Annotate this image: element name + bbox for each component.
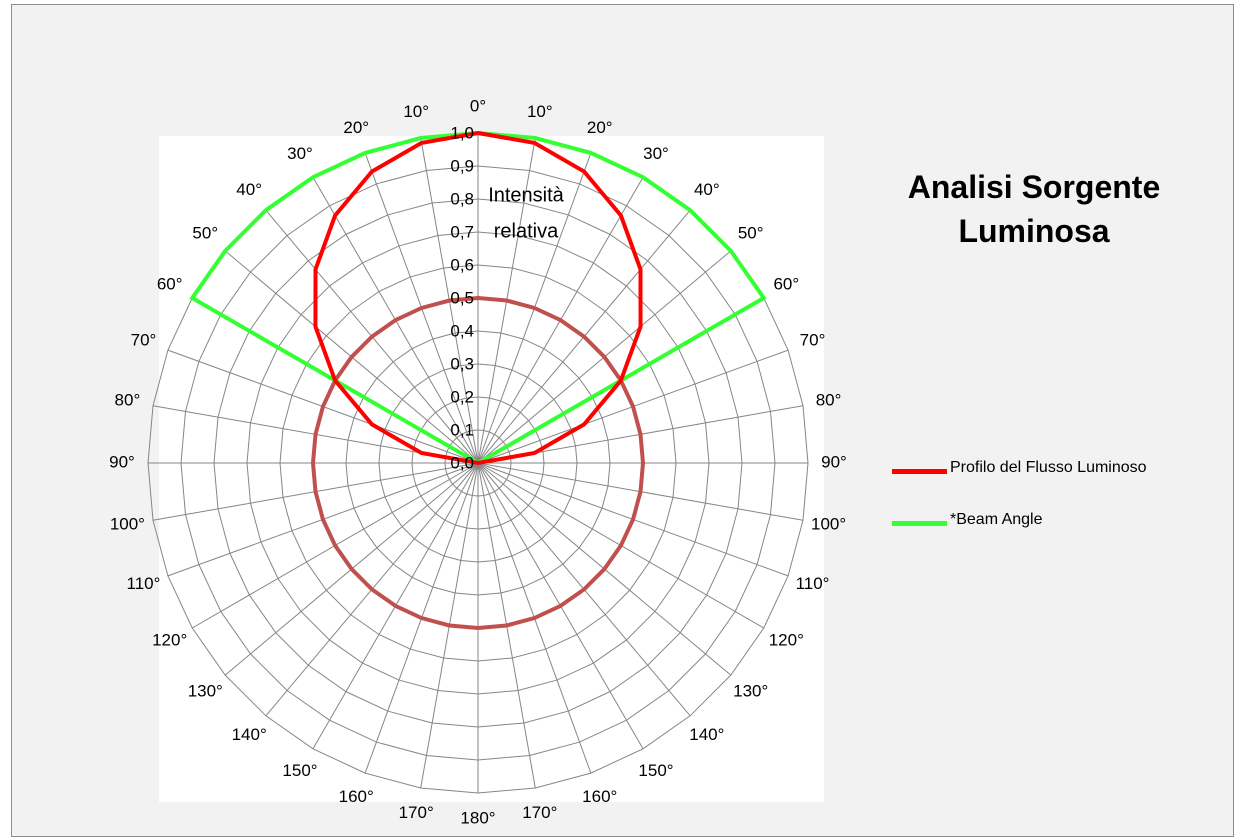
radial-tick-label-5: 0,5 [450,288,474,307]
radial-tick-label-0: 0,0 [450,453,474,472]
angle-label-right-140: 140° [689,725,724,744]
radial-tick-label-4: 0,4 [450,321,474,340]
angle-label-left-140: 140° [232,725,267,744]
angle-label-left-60: 60° [157,274,183,293]
angle-label-right-150: 150° [638,761,673,780]
legend-label-beam-angle: *Beam Angle [950,511,1043,528]
angle-label-left-110: 110° [127,574,161,593]
radial-tick-label-8: 0,8 [450,189,474,208]
legend-swatch-beam-angle [892,521,947,526]
angle-label-right-110: 110° [796,574,830,593]
angle-label-right-170: 170° [522,803,557,822]
angle-label-right-130: 130° [733,681,768,700]
angle-label-right-90: 90° [821,452,847,471]
angle-label-left-80: 80° [115,391,141,410]
radial-tick-label-2: 0,2 [450,387,474,406]
radial-axis-title-line-0: Intensità [488,184,564,206]
angle-label-left-20: 20° [343,118,369,137]
angle-label-right-50: 50° [738,224,764,243]
legend-swatch-profilo [892,469,947,474]
angle-label-right-20: 20° [587,118,613,137]
angle-label-right-10: 10° [527,102,553,121]
angle-label-right-0: 0° [470,96,486,115]
angle-label-right-60: 60° [773,274,799,293]
radial-tick-label-6: 0,6 [450,255,474,274]
radial-tick-label-9: 0,9 [450,156,474,175]
angle-label-left-120: 120° [152,630,187,649]
angle-label-left-50: 50° [192,224,218,243]
angle-label-right-80: 80° [816,391,842,410]
angle-label-left-150: 150° [282,761,317,780]
angle-label-left-40: 40° [236,180,262,199]
angle-label-left-100: 100° [110,514,145,533]
angle-label-right-70: 70° [800,331,826,350]
angle-label-left-30: 30° [287,144,313,163]
angle-label-right-120: 120° [769,630,804,649]
legend-label-profilo: Profilo del Flusso Luminoso [950,459,1147,476]
chart-title: Analisi Sorgente Luminosa [907,169,1161,249]
angle-label-left-130: 130° [188,681,223,700]
angle-label-right-160: 160° [582,787,617,806]
angle-label-left-160: 160° [339,787,374,806]
radial-tick-label-10: 1,0 [450,123,474,142]
radial-axis-title-line-1: relativa [494,220,559,242]
radial-tick-label-3: 0,3 [450,354,474,373]
angle-label-right-40: 40° [694,180,720,199]
angle-label-left-90: 90° [109,452,135,471]
angle-label-left-10: 10° [403,102,429,121]
radial-tick-label-1: 0,1 [450,420,474,439]
plot-area [159,136,824,802]
angle-label-left-70: 70° [131,331,157,350]
angle-label-right-30: 30° [643,144,669,163]
radial-tick-label-7: 0,7 [450,222,474,241]
chart-area: Analisi Sorgente Luminosa Profilo del Fl… [11,4,1234,837]
angle-label-right-100: 100° [811,514,846,533]
angle-label-left-170: 170° [399,803,434,822]
series-profilo-line [313,130,643,466]
angle-label-right-180: 180° [460,808,495,827]
